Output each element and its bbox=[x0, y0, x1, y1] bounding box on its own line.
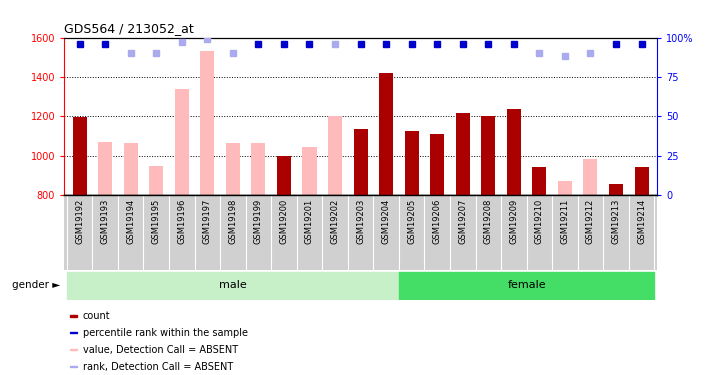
Bar bbox=[277, 156, 291, 195]
Text: GSM19207: GSM19207 bbox=[458, 199, 467, 244]
Text: GSM19200: GSM19200 bbox=[279, 199, 288, 244]
Bar bbox=[583, 159, 598, 195]
Bar bbox=[328, 116, 342, 195]
Bar bbox=[507, 110, 521, 195]
Bar bbox=[226, 143, 240, 195]
Text: GSM19210: GSM19210 bbox=[535, 199, 544, 244]
Text: GSM19198: GSM19198 bbox=[228, 199, 237, 244]
Bar bbox=[124, 143, 138, 195]
Text: GSM19194: GSM19194 bbox=[126, 199, 135, 244]
Text: GSM19204: GSM19204 bbox=[381, 199, 391, 244]
Text: GSM19206: GSM19206 bbox=[433, 199, 442, 244]
Bar bbox=[70, 349, 76, 350]
Bar bbox=[70, 315, 76, 316]
Bar bbox=[405, 131, 418, 195]
Bar bbox=[379, 73, 393, 195]
Bar bbox=[149, 166, 164, 195]
Text: GSM19195: GSM19195 bbox=[151, 199, 161, 244]
Text: GSM19196: GSM19196 bbox=[177, 199, 186, 244]
Bar bbox=[70, 332, 76, 333]
Text: GSM19201: GSM19201 bbox=[305, 199, 314, 244]
Text: female: female bbox=[507, 280, 546, 290]
Text: value, Detection Call = ABSENT: value, Detection Call = ABSENT bbox=[83, 345, 238, 355]
Bar bbox=[430, 134, 444, 195]
Text: GSM19205: GSM19205 bbox=[407, 199, 416, 244]
Bar bbox=[67, 272, 399, 298]
Text: GSM19202: GSM19202 bbox=[331, 199, 340, 244]
Text: GSM19203: GSM19203 bbox=[356, 199, 365, 244]
Text: male: male bbox=[219, 280, 247, 290]
Bar bbox=[73, 117, 86, 195]
Text: GSM19211: GSM19211 bbox=[560, 199, 570, 244]
Text: GSM19214: GSM19214 bbox=[637, 199, 646, 244]
Bar bbox=[558, 181, 572, 195]
Text: GSM19192: GSM19192 bbox=[75, 199, 84, 244]
Text: GSM19213: GSM19213 bbox=[611, 199, 620, 244]
Bar bbox=[533, 167, 546, 195]
Text: GSM19208: GSM19208 bbox=[484, 199, 493, 244]
Bar bbox=[251, 143, 266, 195]
Bar bbox=[175, 89, 188, 195]
Text: rank, Detection Call = ABSENT: rank, Detection Call = ABSENT bbox=[83, 362, 233, 372]
Bar bbox=[481, 116, 496, 195]
Text: GDS564 / 213052_at: GDS564 / 213052_at bbox=[64, 22, 194, 35]
Text: count: count bbox=[83, 311, 110, 321]
Text: gender ►: gender ► bbox=[12, 280, 61, 290]
Text: GSM19199: GSM19199 bbox=[254, 199, 263, 244]
Bar bbox=[70, 366, 76, 367]
Text: GSM19193: GSM19193 bbox=[101, 199, 110, 244]
Bar bbox=[399, 272, 654, 298]
Text: GSM19197: GSM19197 bbox=[203, 199, 212, 244]
Bar bbox=[201, 51, 214, 195]
Bar bbox=[635, 167, 648, 195]
Bar bbox=[303, 147, 316, 195]
Text: GSM19212: GSM19212 bbox=[586, 199, 595, 244]
Bar bbox=[609, 184, 623, 195]
Bar bbox=[353, 129, 368, 195]
Text: GSM19209: GSM19209 bbox=[509, 199, 518, 244]
Bar bbox=[456, 113, 470, 195]
Bar bbox=[98, 142, 112, 195]
Text: percentile rank within the sample: percentile rank within the sample bbox=[83, 328, 248, 338]
